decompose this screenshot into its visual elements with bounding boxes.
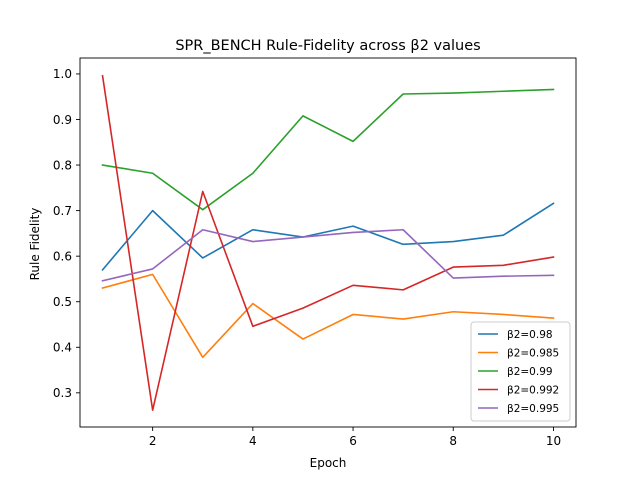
legend-label-4: β2=0.992 bbox=[507, 384, 559, 396]
y-tick-label: 0.4 bbox=[53, 341, 72, 355]
legend-box bbox=[470, 321, 571, 422]
legend-label-3: β2=0.99 bbox=[507, 366, 553, 378]
x-tick-label: 2 bbox=[149, 434, 157, 448]
x-tick-label: 8 bbox=[449, 434, 457, 448]
y-tick-label: 0.7 bbox=[53, 204, 72, 218]
legend-label-5: β2=0.995 bbox=[507, 403, 559, 415]
x-tick-label: 6 bbox=[349, 434, 357, 448]
series-line-4 bbox=[101, 74, 555, 411]
series-line-1 bbox=[101, 202, 555, 271]
series-line-3 bbox=[101, 88, 555, 211]
y-tick-label: 1.0 bbox=[53, 67, 72, 81]
x-tick-label: 4 bbox=[249, 434, 257, 448]
series-lines bbox=[101, 74, 555, 411]
y-tick-label: 0.8 bbox=[53, 158, 72, 172]
legend: β2=0.98 β2=0.985 β2=0.99 β2=0.992 β2=0.995 bbox=[470, 321, 571, 422]
chart-title: SPR_BENCH Rule-Fidelity across β2 values bbox=[175, 38, 480, 54]
x-tick-label: 10 bbox=[546, 434, 561, 448]
y-tick-label: 0.5 bbox=[53, 295, 72, 309]
series-line-5 bbox=[101, 228, 555, 282]
series-line-2 bbox=[101, 273, 555, 359]
legend-label-2: β2=0.985 bbox=[507, 347, 559, 359]
y-tick-label: 0.6 bbox=[53, 249, 72, 263]
x-axis-label: Epoch bbox=[310, 456, 347, 470]
y-axis-label: Rule Fidelity bbox=[28, 208, 42, 281]
y-tick-label: 0.9 bbox=[53, 113, 72, 127]
y-tick-label: 0.3 bbox=[53, 386, 72, 400]
legend-label-1: β2=0.98 bbox=[507, 329, 553, 341]
plot-frame bbox=[79, 57, 577, 428]
axes: 2 4 6 8 10 0.3 0.4 0.5 0.6 0.7 0.8 0.9 1.0 bbox=[53, 57, 577, 448]
